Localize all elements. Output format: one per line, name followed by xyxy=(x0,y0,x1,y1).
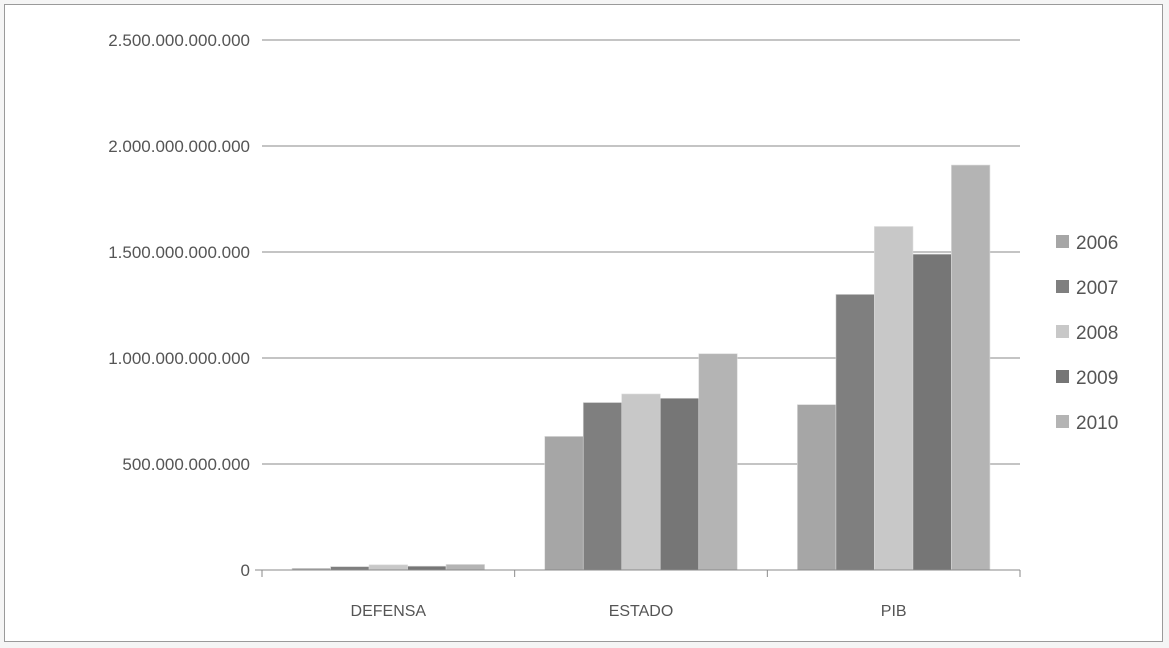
bar-defensa-2008 xyxy=(368,564,408,571)
legend-label: 2009 xyxy=(1076,368,1118,389)
bar-estado-2007 xyxy=(582,402,623,571)
x-category-label: DEFENSA xyxy=(351,603,427,620)
x-axis-category-labels: DEFENSA ESTADO PIB xyxy=(351,603,907,620)
legend-swatch-2010 xyxy=(1056,415,1069,428)
bar-pib-2008 xyxy=(874,226,914,571)
x-axis xyxy=(255,569,1021,577)
bar-pib-2009 xyxy=(912,253,952,571)
legend: 2006 2007 2008 2009 2010 xyxy=(1056,233,1118,434)
legend-label: 2008 xyxy=(1076,323,1118,344)
bar-estado-2010 xyxy=(698,353,738,571)
bar-defensa-2009 xyxy=(407,565,447,571)
legend-label: 2007 xyxy=(1076,278,1118,299)
y-tick-label: 500.000.000.000 xyxy=(122,455,250,474)
y-axis-tick-labels: 0 500.000.000.000 1.000.000.000.000 1.500.0… xyxy=(108,31,250,580)
y-tick-label: 1.000.000.000.000 xyxy=(108,349,250,368)
y-tick-label: 2.500.000.000.000 xyxy=(108,31,250,50)
bar-defensa-2010 xyxy=(445,564,485,571)
legend-swatch-2007 xyxy=(1056,280,1069,293)
y-tick-label: 1.500.000.000.000 xyxy=(108,243,250,262)
legend-swatch-2009 xyxy=(1056,370,1069,383)
bar-pib-2010 xyxy=(951,164,991,571)
y-tick-label: 2.000.000.000.000 xyxy=(108,137,250,156)
legend-swatch-2008 xyxy=(1056,325,1069,338)
bar-pib-2007 xyxy=(835,294,875,571)
bar-pib-2006 xyxy=(797,404,837,571)
legend-label: 2010 xyxy=(1076,413,1118,434)
x-category-label: PIB xyxy=(881,603,907,620)
legend-swatch-2006 xyxy=(1056,235,1069,248)
bar-estado-2009 xyxy=(659,397,700,571)
y-tick-label: 0 xyxy=(241,561,250,580)
x-category-label: ESTADO xyxy=(609,603,674,620)
bar-estado-2006 xyxy=(544,436,584,571)
legend-label: 2006 xyxy=(1076,233,1118,254)
bar-defensa-2007 xyxy=(330,566,370,571)
bar-estado-2008 xyxy=(621,393,661,571)
bars xyxy=(291,164,991,571)
